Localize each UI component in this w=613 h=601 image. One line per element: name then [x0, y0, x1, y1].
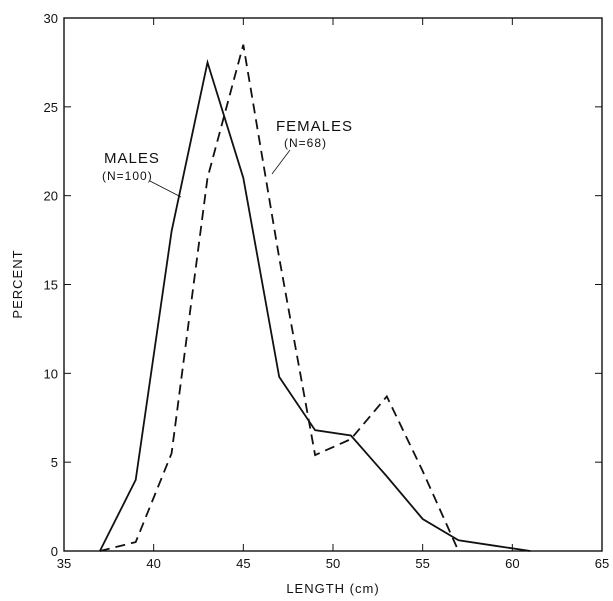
males-annotation-leader — [149, 180, 182, 198]
males-n-annotation: (N=100) — [102, 169, 153, 183]
y-tick-label: 20 — [44, 189, 58, 204]
females-annotation-leader — [271, 149, 291, 175]
series-layer — [99, 44, 531, 552]
y-tick-label: 5 — [51, 455, 58, 470]
x-tick-label: 65 — [595, 556, 609, 571]
males-series-line — [99, 58, 531, 552]
females-n-annotation: (N=68) — [284, 136, 327, 150]
x-tick-label: 45 — [236, 556, 250, 571]
y-tick-label: 0 — [51, 544, 58, 559]
x-axis-label: LENGTH (cm) — [286, 581, 379, 596]
y-tick-label: 15 — [44, 278, 58, 293]
x-tick-label: 50 — [326, 556, 340, 571]
plot-frame — [63, 17, 603, 552]
females-annotation: FEMALES — [276, 118, 353, 135]
axis-ticks — [63, 17, 603, 552]
y-tick-label: 25 — [44, 100, 58, 115]
y-tick-label: 30 — [44, 11, 58, 26]
y-tick-labels: 0 5 10 15 20 25 30 — [44, 11, 58, 559]
x-tick-label: 55 — [415, 556, 429, 571]
x-tick-label: 60 — [505, 556, 519, 571]
x-tick-label: 40 — [146, 556, 160, 571]
females-series-line — [99, 44, 460, 552]
y-axis-label: PERCENT — [10, 249, 25, 318]
x-tick-labels: 35 40 45 50 55 60 65 — [57, 556, 609, 571]
males-annotation: MALES — [104, 150, 160, 167]
x-tick-label: 35 — [57, 556, 71, 571]
y-tick-label: 10 — [44, 366, 58, 381]
